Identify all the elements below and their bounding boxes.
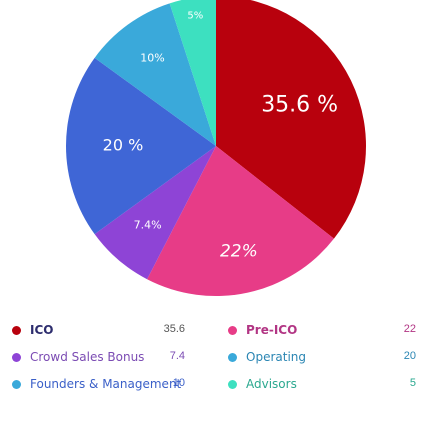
legend-dot-icon (228, 325, 237, 335)
pie-slice-advisors (169, 0, 216, 146)
slice-data-label: 20 % (103, 136, 144, 155)
pie-slice-crowd-sales-bonus (94, 146, 216, 280)
legend-item-operating: Operating (228, 350, 306, 364)
legend-item-pre-ico: Pre-ICO (228, 323, 297, 337)
legend-label: Pre-ICO (246, 323, 298, 337)
slice-data-label: 10% (140, 52, 164, 65)
legend-label: Operating (246, 350, 306, 364)
legend-item-crowd-sales-bonus: Crowd Sales Bonus (12, 350, 144, 364)
legend-label: Founders & Management (30, 377, 182, 391)
legend-value: 20 (403, 350, 416, 362)
legend-dot-icon (12, 325, 21, 335)
legend-value: 5 (409, 377, 416, 389)
legend-value: 10 (172, 377, 185, 389)
pie-chart: 35.6 % 22% 7.4% 20 % 10% 5% (66, 0, 366, 296)
legend-item-ico: ICO (12, 323, 53, 337)
pie-slice-founders-management (66, 57, 217, 235)
legend-label: ICO (30, 323, 54, 337)
legend-value: 7.4 (169, 350, 185, 362)
pie-slice-ico (216, 0, 366, 239)
legend-item-founders-management: Founders & Management (12, 377, 181, 391)
legend-dot-icon (12, 352, 21, 362)
slice-data-label: 7.4% (134, 219, 162, 232)
legend-value: 22 (403, 323, 416, 335)
slice-data-label: 22% (220, 242, 258, 262)
legend-value: 35.6 (163, 323, 185, 335)
slice-data-label: 5% (187, 11, 203, 22)
legend-label: Advisors (246, 377, 297, 391)
legend-item-advisors: Advisors (228, 377, 297, 391)
pie-slice-pre-ico (147, 146, 334, 296)
legend-dot-icon (228, 352, 237, 362)
slice-data-label: 35.6 % (261, 92, 338, 117)
legend-dot-icon (228, 379, 237, 389)
legend-dot-icon (12, 379, 21, 389)
legend-label: Crowd Sales Bonus (30, 350, 145, 364)
pie-slice-operating (94, 3, 216, 147)
